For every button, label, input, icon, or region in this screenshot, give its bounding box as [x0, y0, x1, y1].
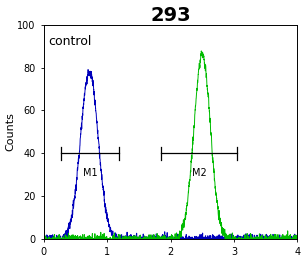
Text: control: control	[49, 36, 92, 48]
Text: M1: M1	[83, 168, 97, 178]
Title: 293: 293	[150, 6, 191, 24]
Text: M2: M2	[192, 168, 207, 178]
Y-axis label: Counts: Counts	[6, 113, 16, 151]
